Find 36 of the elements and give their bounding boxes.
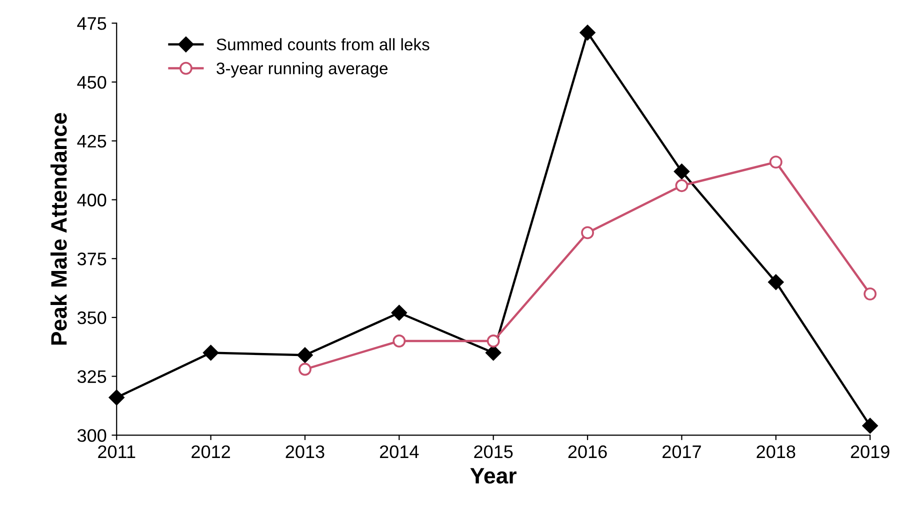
x-tick-label: 2015 bbox=[474, 445, 513, 458]
y-tick-label: 375 bbox=[77, 252, 106, 266]
y-tick-label: 450 bbox=[77, 76, 106, 89]
x-axis-title: Year bbox=[470, 468, 516, 484]
point bbox=[581, 226, 594, 240]
x-tick-label: 2011 bbox=[98, 445, 136, 458]
legend-label: Summed counts from all leks bbox=[216, 38, 430, 50]
point bbox=[864, 287, 877, 300]
point bbox=[675, 179, 688, 192]
point bbox=[486, 334, 500, 348]
point bbox=[297, 347, 313, 363]
point bbox=[108, 390, 124, 406]
x-tick-label: 2017 bbox=[662, 445, 701, 458]
x-tick-label: 2013 bbox=[286, 445, 324, 458]
point bbox=[298, 362, 312, 376]
y-tick-label: 350 bbox=[77, 311, 106, 324]
legend-label: 3-year running average bbox=[216, 62, 388, 78]
point bbox=[674, 164, 690, 180]
y-tick-label: 325 bbox=[77, 370, 106, 384]
x-tick-label: 2018 bbox=[756, 445, 796, 458]
point bbox=[391, 304, 407, 321]
x-tick-label: 2014 bbox=[380, 445, 419, 458]
point bbox=[392, 334, 406, 348]
y-axis-title: Peak Male Attendance bbox=[50, 113, 67, 345]
y-tick-label: 425 bbox=[77, 134, 106, 148]
x-tick-label: 2019 bbox=[850, 445, 890, 458]
x-tick-label: 2016 bbox=[568, 445, 607, 458]
point bbox=[768, 274, 784, 290]
point bbox=[769, 156, 782, 169]
y-tick-label: 300 bbox=[77, 429, 106, 442]
point bbox=[580, 24, 596, 40]
y-tick-label: 475 bbox=[77, 17, 106, 30]
point bbox=[203, 344, 219, 361]
x-tick-label: 2012 bbox=[192, 445, 230, 458]
point bbox=[862, 418, 878, 434]
y-tick-label: 400 bbox=[77, 194, 106, 206]
